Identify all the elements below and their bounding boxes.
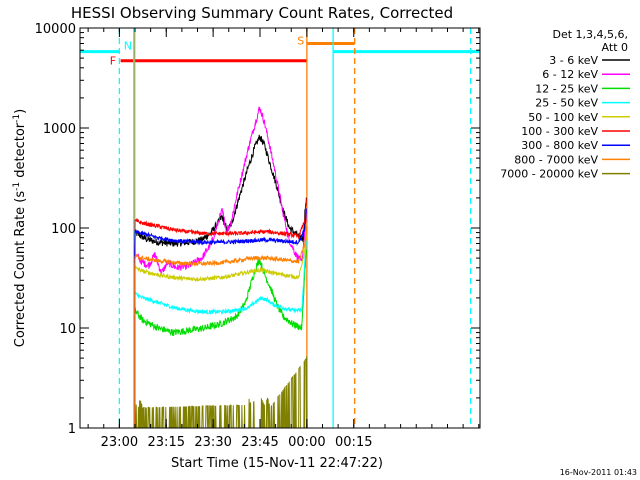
- x-tick-label: 23:45: [241, 435, 278, 450]
- legend-entry-label: 6 - 12 keV: [542, 68, 598, 81]
- x-tick-label: 23:15: [148, 435, 185, 450]
- series-line: [134, 225, 307, 428]
- legend-header-line1: Det 1,3,4,5,6,: [552, 28, 628, 41]
- y-tick-label: 1000: [43, 122, 76, 137]
- x-tick-label: 00:00: [288, 435, 325, 450]
- legend-entry-label: 12 - 25 keV: [535, 82, 598, 95]
- x-tick-label: 23:30: [194, 435, 231, 450]
- x-axis: 23:00 23:15 23:30 23:45 00:00 00:15: [87, 28, 480, 450]
- y-axis: 1 10 100 1000 10000: [35, 22, 480, 437]
- plot-frame: [79, 27, 481, 429]
- y-tick-label: 1: [68, 422, 76, 437]
- markers-layer: NF S: [80, 28, 480, 428]
- legend-entry-label: 800 - 7000 keV: [514, 153, 598, 166]
- marker-label: S: [297, 35, 304, 48]
- series-line: [134, 134, 307, 428]
- legend-entry-label: 100 - 300 keV: [521, 125, 598, 138]
- marker-label: N: [124, 39, 132, 52]
- y-axis-label: Corrected Count Rate (s-1 detector-1): [12, 109, 28, 347]
- legend-entry-label: 3 - 6 keV: [549, 54, 598, 67]
- series-line: [134, 249, 307, 428]
- series-layer: [134, 106, 308, 428]
- x-tick-label: 00:15: [335, 435, 372, 450]
- legend-entry-label: 300 - 800 keV: [521, 139, 598, 152]
- chart-title: HESSI Observing Summary Count Rates, Cor…: [71, 4, 453, 22]
- y-tick-label: 10: [59, 322, 76, 337]
- legend-entry-label: 25 - 50 keV: [535, 97, 598, 110]
- legend-entry-label: 7000 - 20000 keV: [500, 168, 598, 181]
- series-line: [134, 234, 307, 428]
- series-line: [134, 355, 308, 428]
- series-line: [134, 106, 307, 428]
- footer-timestamp: 16-Nov-2011 01:43: [560, 468, 637, 477]
- x-axis-label: Start Time (15-Nov-11 22:47:22): [171, 456, 383, 471]
- series-line: [134, 208, 307, 428]
- y-tick-label: 100: [51, 222, 76, 237]
- x-tick-label: 23:00: [101, 435, 138, 450]
- marker-label: F: [110, 55, 116, 68]
- legend-header-line2: Att 0: [602, 41, 628, 54]
- series-line: [134, 198, 307, 428]
- legend-entry-label: 50 - 100 keV: [528, 111, 598, 124]
- series-line: [134, 240, 307, 428]
- y-tick-label: 10000: [35, 22, 76, 37]
